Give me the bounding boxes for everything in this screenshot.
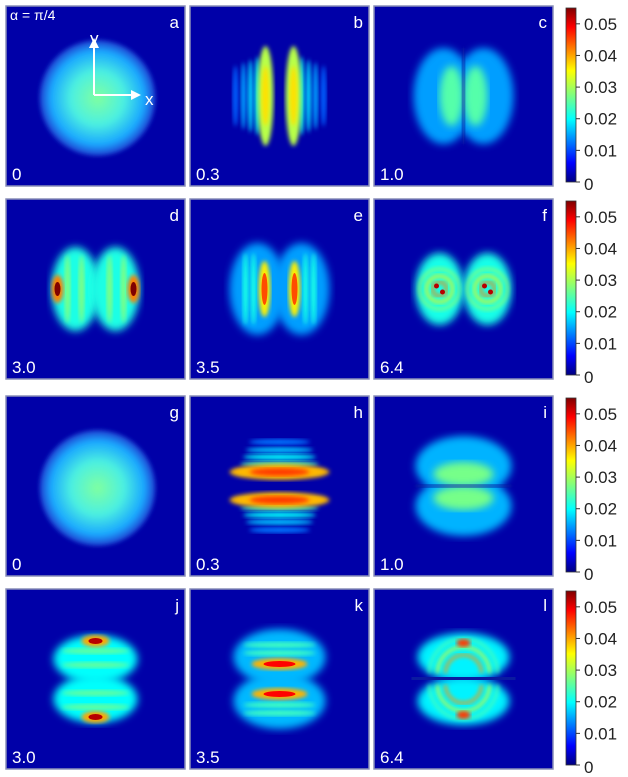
colorbar-tick-label: 0.04: [584, 629, 617, 648]
density-pattern: [229, 439, 330, 533]
colorbar-tick-label: 0: [584, 368, 593, 387]
heatmap-panel-f: f 6.4: [373, 198, 554, 380]
axis-x-label: x: [145, 90, 154, 109]
panel-letter: b: [354, 13, 363, 32]
panel-background: [189, 395, 370, 577]
panel-letter: d: [170, 206, 179, 225]
colorbar-tick-label: 0.02: [584, 303, 617, 322]
axes-arrows-icon: [89, 38, 141, 100]
panel-time-label: 0.3: [196, 555, 220, 574]
panel-letter: l: [543, 596, 547, 615]
heatmap-panel-e: e 3.5: [189, 198, 370, 380]
heatmap-panel-j: j 3.0: [5, 588, 186, 770]
colorbar-tick-label: 0.05: [584, 208, 617, 227]
colorbar: 0 0.01 0.02 0.03 0.04 0.05: [565, 7, 617, 194]
colorbar-gradient: [565, 590, 577, 766]
axis-y-label: y: [90, 29, 99, 48]
density-pattern: [411, 633, 516, 725]
panel-letter: g: [170, 403, 179, 422]
heatmap-panel-k: k 3.5: [189, 588, 370, 770]
panel-time-label: 6.4: [380, 748, 404, 767]
density-pattern: [232, 46, 327, 146]
colorbar-gradient: [565, 7, 577, 183]
panel-letter: a: [170, 13, 180, 32]
panel-time-label: 0.3: [196, 165, 220, 184]
colorbar-tick-label: 0.04: [584, 436, 617, 455]
panel-background: [189, 5, 370, 187]
colorbar: 0 0.01 0.02 0.03 0.04 0.05: [565, 200, 617, 387]
colorbar-tick-label: 0.01: [584, 334, 617, 353]
heatmap-panel-d: d 3.0: [5, 198, 186, 380]
colorbar-tick-label: 0: [584, 565, 593, 584]
panel-letter: f: [542, 206, 547, 225]
heatmap-panel-c: c 1.0: [373, 5, 554, 187]
panel-time-label: 1.0: [380, 555, 404, 574]
panel-letter: h: [354, 403, 363, 422]
heatmap-panel-g: g0: [5, 395, 186, 577]
panel-letter: e: [354, 206, 363, 225]
density-pattern: [39, 40, 156, 156]
colorbar-tick-label: 0.05: [584, 598, 617, 617]
density-pattern: [229, 243, 330, 335]
panel-time-label: 0: [12, 555, 21, 574]
colorbar-tick-label: 0.03: [584, 468, 617, 487]
density-pattern: [39, 430, 156, 546]
heatmap-panel-h: h 0.3: [189, 395, 370, 577]
colorbar-tick-label: 0: [584, 758, 593, 777]
panel-time-label: 3.5: [196, 748, 220, 767]
colorbar-tick-label: 0.04: [584, 239, 617, 258]
colorbar-tick-label: 0.03: [584, 78, 617, 97]
colorbar-tick-label: 0.01: [584, 531, 617, 550]
colorbar-tick-label: 0.01: [584, 724, 617, 743]
colorbar-tick-label: 0.02: [584, 693, 617, 712]
colorbar-tick-label: 0.05: [584, 15, 617, 34]
colorbar-tick-label: 0.02: [584, 110, 617, 129]
panel-time-label: 0: [12, 165, 21, 184]
panel-letter: i: [543, 403, 547, 422]
heatmap-panel-b: b 0.3: [189, 5, 370, 187]
panel-time-label: 3.0: [12, 748, 36, 767]
colorbar: 0 0.01 0.02 0.03 0.04 0.05: [565, 590, 617, 777]
density-pattern: [415, 253, 512, 325]
panel-letter: k: [355, 596, 364, 615]
colorbar-tick-label: 0.03: [584, 661, 617, 680]
colorbar-gradient: [565, 397, 577, 573]
heatmap-panel-a: a0: [5, 5, 186, 187]
density-pattern: [415, 436, 512, 536]
heatmap-panel-i: i 1.0: [373, 395, 554, 577]
panel-letter: c: [539, 13, 548, 32]
panel-letter: j: [174, 596, 179, 615]
colorbar-tick-label: 0: [584, 175, 593, 194]
density-pattern: [413, 48, 514, 144]
colorbar-gradient: [565, 200, 577, 376]
alpha-label: α = π/4: [10, 7, 56, 23]
colorbar-tick-label: 0.03: [584, 271, 617, 290]
colorbar-tick-label: 0.02: [584, 500, 617, 519]
heatmap-panel-l: l 6.4: [373, 588, 554, 770]
colorbar-tick-label: 0.04: [584, 46, 617, 65]
density-pattern: [53, 635, 138, 723]
panel-time-label: 1.0: [380, 165, 404, 184]
panel-time-label: 6.4: [380, 358, 404, 377]
density-pattern: [51, 247, 140, 331]
panel-background: [373, 395, 554, 577]
panel-time-label: 3.0: [12, 358, 36, 377]
colorbar: 0 0.01 0.02 0.03 0.04 0.05: [565, 397, 617, 584]
colorbar-tick-label: 0.05: [584, 405, 617, 424]
density-pattern: [233, 629, 326, 729]
panel-time-label: 3.5: [196, 358, 220, 377]
colorbar-tick-label: 0.01: [584, 141, 617, 160]
